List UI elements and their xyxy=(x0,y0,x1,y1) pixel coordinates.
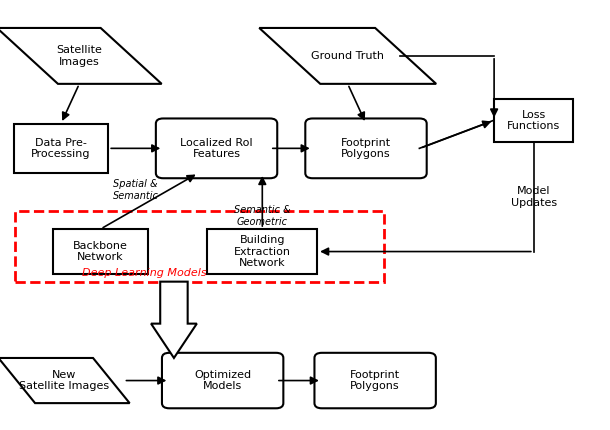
Bar xyxy=(15,211,384,282)
Text: Footprint
Polygons: Footprint Polygons xyxy=(350,370,400,391)
FancyBboxPatch shape xyxy=(315,353,436,408)
Polygon shape xyxy=(0,358,129,403)
Text: Spatial &
Semantic: Spatial & Semantic xyxy=(113,179,159,201)
Polygon shape xyxy=(259,28,436,84)
FancyBboxPatch shape xyxy=(162,353,283,408)
Bar xyxy=(207,229,317,274)
Text: Localized RoI
Features: Localized RoI Features xyxy=(180,138,253,159)
Text: Optimized
Models: Optimized Models xyxy=(194,370,251,391)
Text: Loss
Functions: Loss Functions xyxy=(507,110,561,131)
Text: Backbone
Network: Backbone Network xyxy=(73,241,128,262)
Text: Building
Extraction
Network: Building Extraction Network xyxy=(234,235,291,268)
Text: Model
Updates: Model Updates xyxy=(511,186,557,208)
Bar xyxy=(54,229,148,274)
Text: Semantic &
Geometric: Semantic & Geometric xyxy=(234,205,290,227)
Text: Ground Truth: Ground Truth xyxy=(311,51,384,61)
Text: New
Satellite Images: New Satellite Images xyxy=(19,370,109,391)
FancyBboxPatch shape xyxy=(305,118,426,178)
Bar xyxy=(14,124,109,173)
Text: Data Pre-
Processing: Data Pre- Processing xyxy=(31,138,91,159)
FancyBboxPatch shape xyxy=(156,118,277,178)
Text: Deep Learning Models: Deep Learning Models xyxy=(82,268,207,278)
Bar xyxy=(494,99,573,142)
Polygon shape xyxy=(151,282,197,358)
Polygon shape xyxy=(0,28,162,84)
Text: Satellite
Images: Satellite Images xyxy=(56,45,102,67)
Text: Footprint
Polygons: Footprint Polygons xyxy=(341,138,391,159)
